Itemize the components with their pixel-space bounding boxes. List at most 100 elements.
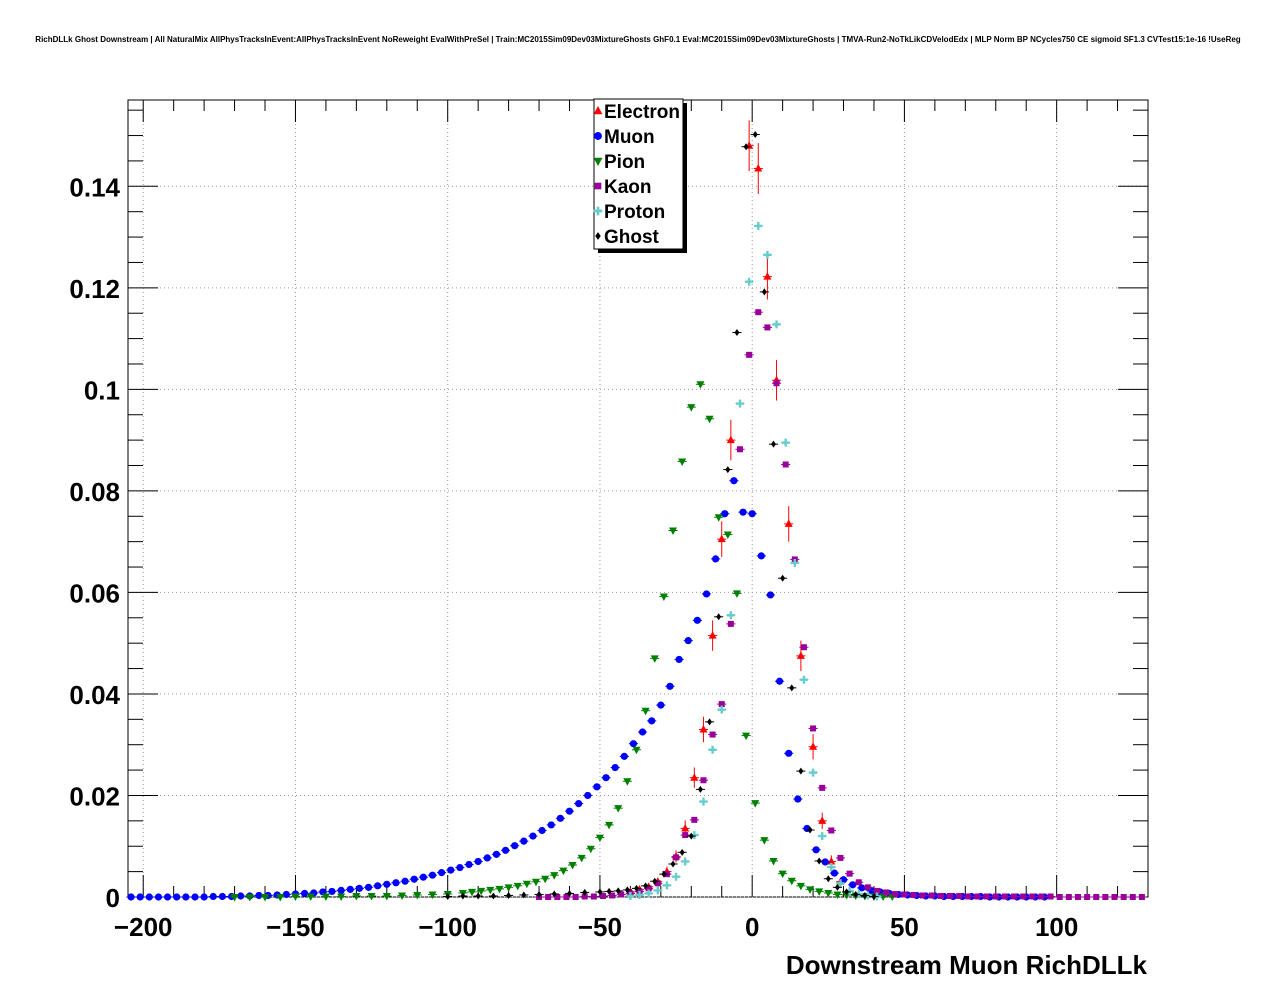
data-point (748, 510, 756, 518)
data-point (447, 866, 455, 874)
data-point (682, 832, 689, 839)
data-point (581, 893, 588, 900)
data-point (410, 875, 418, 883)
data-point (623, 778, 632, 786)
data-point (858, 884, 866, 892)
data-point (702, 590, 711, 598)
data-point (566, 889, 572, 897)
data-point (844, 888, 850, 896)
data-point (766, 591, 775, 599)
data-point (669, 527, 678, 535)
data-point (825, 875, 831, 883)
data-point (839, 876, 848, 884)
data-point (1001, 893, 1008, 900)
data-point (716, 613, 722, 621)
data-point (855, 879, 862, 886)
data-point (1093, 894, 1100, 900)
data-point (862, 891, 868, 899)
data-point (374, 882, 382, 890)
legend: Electron Muon Pion Kaon Proton Ghost (593, 98, 687, 253)
data-point (691, 816, 698, 823)
data-point (501, 846, 510, 854)
data-point (1138, 894, 1145, 900)
legend-box (593, 98, 684, 250)
data-point (743, 143, 749, 151)
y-tick-label: 0.12 (69, 274, 120, 304)
data-point (1056, 894, 1063, 900)
data-point (812, 846, 820, 854)
data-point (620, 752, 628, 760)
data-point (245, 894, 254, 902)
data-point (474, 857, 482, 866)
data-point (853, 890, 859, 898)
data-point (648, 717, 656, 725)
data-point (837, 854, 844, 861)
data-point (559, 867, 568, 876)
data-point (693, 616, 701, 624)
data-point (486, 886, 495, 895)
data-point (864, 884, 871, 891)
legend-marker-proton (593, 206, 603, 216)
data-point (699, 797, 708, 806)
data-point (624, 886, 630, 894)
data-point (328, 887, 336, 896)
data-point (806, 886, 815, 894)
data-point (401, 877, 409, 885)
legend-marker-pion (593, 157, 603, 166)
data-point (644, 889, 653, 898)
data-point (657, 701, 665, 709)
data-point (154, 893, 163, 901)
data-point (650, 655, 659, 663)
data-point (798, 767, 804, 775)
data-point (586, 845, 595, 854)
data-point (718, 701, 725, 708)
data-point (659, 593, 668, 601)
data-point (807, 826, 813, 834)
data-point (781, 438, 790, 447)
data-point (732, 590, 741, 598)
y-tick-label: 0 (106, 883, 120, 913)
data-point (726, 435, 735, 444)
legend-marker-electron (593, 106, 603, 115)
data-point (1065, 894, 1072, 900)
data-point (626, 891, 635, 900)
data-point (1074, 894, 1081, 900)
data-point (818, 816, 827, 824)
data-point (428, 871, 437, 879)
data-point (828, 827, 835, 834)
data-point (520, 837, 528, 845)
data-point (687, 404, 696, 412)
data-point (237, 892, 245, 900)
data-point (679, 848, 685, 856)
data-point (1020, 893, 1027, 900)
legend-marker-muon (594, 132, 602, 140)
data-point (796, 882, 805, 891)
y-tick-label: 0.14 (69, 172, 120, 202)
data-point (602, 774, 610, 782)
y-tick-label: 0.04 (69, 680, 120, 710)
data-point (690, 773, 699, 781)
data-point (751, 800, 760, 808)
data-point (681, 823, 690, 832)
legend-label-pion: Pion (604, 152, 645, 173)
data-point (582, 888, 588, 896)
data-point (919, 892, 926, 899)
data-point (684, 637, 692, 645)
data-point (599, 892, 606, 899)
data-point (1011, 893, 1018, 900)
data-point (291, 893, 300, 901)
data-point (529, 832, 537, 840)
data-point (652, 877, 658, 885)
data-point (730, 477, 738, 485)
data-point (551, 890, 557, 898)
legend-label-kaon: Kaon (604, 177, 652, 198)
x-tick-label: 0 (745, 912, 759, 942)
data-point (699, 724, 708, 733)
data-point (300, 889, 309, 898)
data-point (419, 873, 427, 881)
series-pion (230, 381, 897, 902)
data-point (707, 718, 713, 726)
data-point (584, 791, 592, 800)
data-point (1084, 894, 1091, 900)
data-point (672, 872, 681, 881)
